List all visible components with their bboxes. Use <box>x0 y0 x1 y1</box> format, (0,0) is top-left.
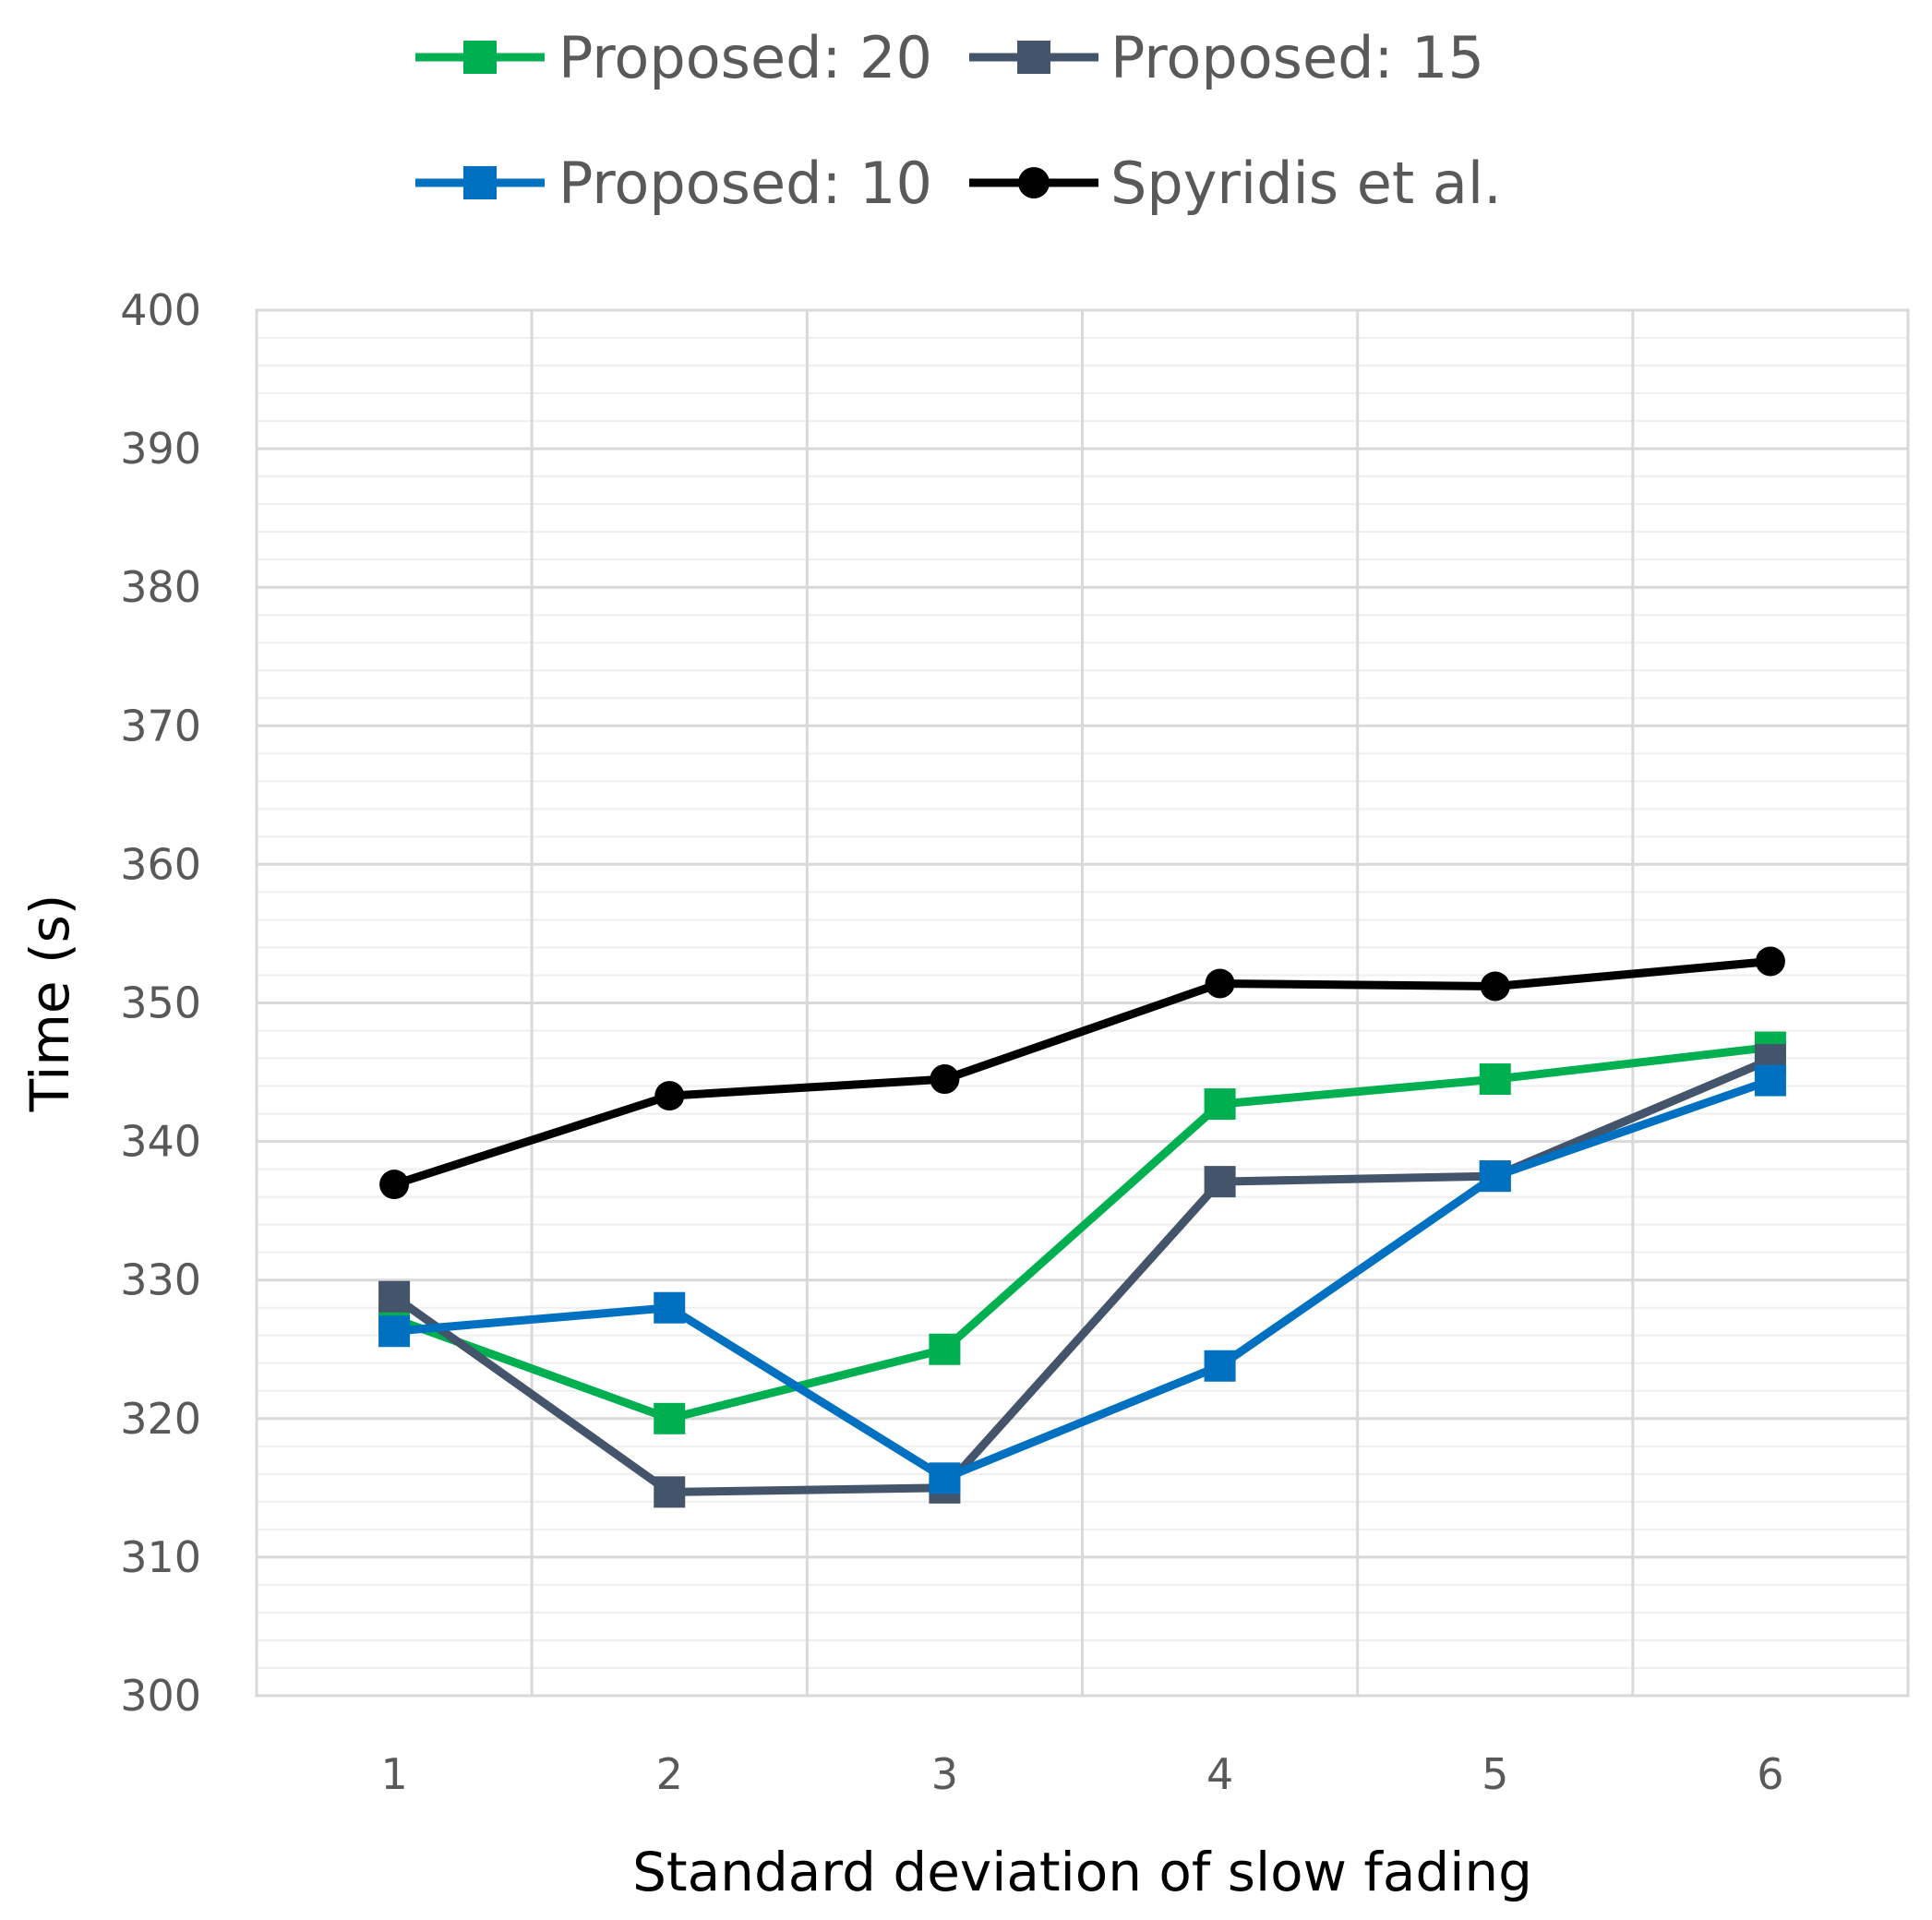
legend: Proposed: 20 Proposed: 15 Proposed: 10 S… <box>415 24 1502 217</box>
x-tick-label: 3 <box>931 1749 958 1799</box>
data-point <box>654 1081 685 1111</box>
x-tick-label: 6 <box>1757 1749 1783 1799</box>
series-proposed-10 <box>378 1064 1786 1494</box>
y-tick-label: 340 <box>120 1117 201 1167</box>
series-line <box>393 1076 1772 1482</box>
vertical-gridlines <box>530 310 1635 1696</box>
x-tick-label: 1 <box>380 1749 407 1799</box>
data-point <box>929 1462 961 1494</box>
legend-item-spyridis: Spyridis et al. <box>969 150 1502 217</box>
x-axis-tick-labels: 1 2 3 4 5 6 <box>380 1749 1783 1799</box>
data-point <box>378 1315 411 1348</box>
legend-marker-proposed-15 <box>1017 41 1050 74</box>
data-point <box>378 1280 411 1313</box>
data-point <box>929 1333 961 1365</box>
y-tick-label: 390 <box>120 424 201 474</box>
data-point <box>1204 1166 1236 1198</box>
legend-item-proposed-15: Proposed: 15 <box>969 24 1484 91</box>
y-axis-tick-labels: 300 310 320 330 340 350 360 370 380 390 400 <box>120 285 201 1721</box>
y-tick-label: 380 <box>120 562 201 612</box>
y-tick-label: 350 <box>120 978 201 1028</box>
data-point <box>1479 1160 1511 1193</box>
y-tick-label: 400 <box>120 285 201 335</box>
x-tick-label: 4 <box>1206 1749 1233 1799</box>
data-point <box>1754 1064 1786 1097</box>
data-point <box>1205 968 1235 999</box>
x-axis-title: Standard deviation of slow fading <box>632 1841 1532 1903</box>
legend-marker-spyridis <box>1018 167 1050 198</box>
legend-label-proposed-10: Proposed: 10 <box>558 150 932 217</box>
legend-label-proposed-20: Proposed: 20 <box>558 24 932 91</box>
data-point <box>930 1064 960 1095</box>
y-tick-label: 370 <box>120 701 201 750</box>
legend-item-proposed-10: Proposed: 10 <box>415 150 932 217</box>
data-point <box>654 1402 686 1434</box>
data-point <box>1480 971 1510 1002</box>
y-tick-label: 300 <box>120 1671 201 1721</box>
x-tick-label: 5 <box>1482 1749 1508 1799</box>
legend-marker-proposed-20 <box>463 41 497 74</box>
x-tick-label: 2 <box>656 1749 683 1799</box>
legend-label-proposed-15: Proposed: 15 <box>1110 24 1484 91</box>
y-axis-title: Time (s) <box>18 894 81 1113</box>
y-tick-label: 310 <box>120 1532 201 1582</box>
series-line <box>392 957 1771 1189</box>
data-point <box>379 1170 410 1200</box>
y-tick-label: 330 <box>120 1255 201 1305</box>
data-point <box>1479 1063 1511 1096</box>
plot-area-border <box>255 308 1910 1698</box>
data-point <box>654 1476 686 1508</box>
data-point <box>654 1291 686 1324</box>
legend-label-spyridis: Spyridis et al. <box>1110 150 1502 217</box>
legend-marker-proposed-10 <box>463 166 497 199</box>
legend-item-proposed-20: Proposed: 20 <box>415 24 932 91</box>
data-point <box>1204 1350 1236 1382</box>
series-line <box>392 1043 1771 1423</box>
series-spyridis-et-al <box>379 946 1785 1200</box>
y-tick-label: 360 <box>120 839 201 889</box>
y-tick-label: 320 <box>120 1394 201 1444</box>
data-point <box>1204 1088 1236 1121</box>
data-point <box>1755 946 1785 977</box>
series-layer <box>378 946 1786 1508</box>
